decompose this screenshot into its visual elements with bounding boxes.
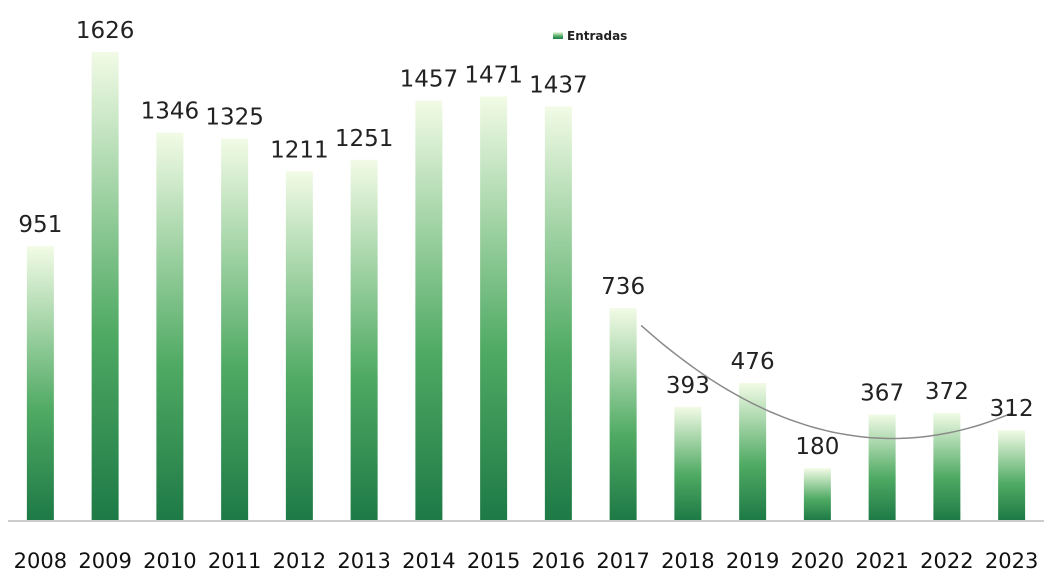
category-label-2023: 2023: [985, 549, 1038, 573]
category-label-2022: 2022: [920, 549, 973, 573]
category-label-2012: 2012: [273, 549, 326, 573]
value-label-2018: 393: [666, 373, 710, 399]
bar-2020: [803, 468, 831, 520]
legend-swatch: [553, 32, 563, 39]
category-label-2020: 2020: [791, 549, 844, 573]
bar-2014: [415, 100, 443, 520]
category-label-2017: 2017: [596, 549, 649, 573]
x-axis: 2008 2009 2010 2011 2012 2013 2014 2015 2016 2017…: [8, 520, 1044, 573]
value-label-2009: 1626: [76, 18, 135, 44]
category-label-2011: 2011: [208, 549, 261, 573]
category-label-2018: 2018: [661, 549, 714, 573]
bar-2018: [674, 406, 702, 520]
value-label-2017: 736: [601, 274, 645, 300]
category-label-2013: 2013: [337, 549, 390, 573]
category-label-2021: 2021: [855, 549, 908, 573]
value-label-2012: 1211: [270, 137, 329, 163]
value-label-2020: 180: [795, 434, 839, 460]
category-label-2009: 2009: [78, 549, 131, 573]
category-label-2010: 2010: [143, 549, 196, 573]
value-label-2014: 1457: [400, 67, 459, 93]
legend-label: Entradas: [567, 29, 627, 43]
category-label-2019: 2019: [726, 549, 779, 573]
legend: Entradas: [553, 29, 627, 43]
category-label-2015: 2015: [467, 549, 520, 573]
bar-2019: [739, 382, 767, 520]
value-label-2021: 367: [860, 380, 904, 406]
value-label-2011: 1325: [205, 105, 264, 131]
bar-2011: [221, 138, 249, 520]
value-label-2023: 312: [990, 396, 1034, 422]
trendline: [640, 324, 1012, 440]
value-label-2015: 1471: [464, 63, 523, 89]
value-label-2019: 476: [731, 349, 775, 375]
category-label-2008: 2008: [14, 549, 67, 573]
category-label-2014: 2014: [402, 549, 455, 573]
bar-2016: [544, 106, 572, 521]
bar-2021: [868, 414, 896, 520]
bar-2015: [480, 96, 508, 520]
value-label-2008: 951: [18, 212, 62, 238]
bar-2009: [91, 51, 119, 521]
value-label-2016: 1437: [529, 72, 588, 98]
bar-2008: [26, 246, 54, 520]
bar-2010: [156, 132, 184, 521]
bars-layer: [26, 51, 1026, 521]
bar-2017: [609, 308, 637, 520]
bar-2022: [933, 412, 961, 520]
trendline-layer: [640, 324, 1012, 440]
bar-2012: [285, 171, 313, 520]
bar-2023: [998, 430, 1026, 520]
value-label-2013: 1251: [335, 126, 394, 152]
value-label-2010: 1346: [141, 99, 200, 125]
category-label-2016: 2016: [532, 549, 585, 573]
value-label-2022: 372: [925, 379, 969, 405]
bar-2013: [350, 159, 378, 520]
